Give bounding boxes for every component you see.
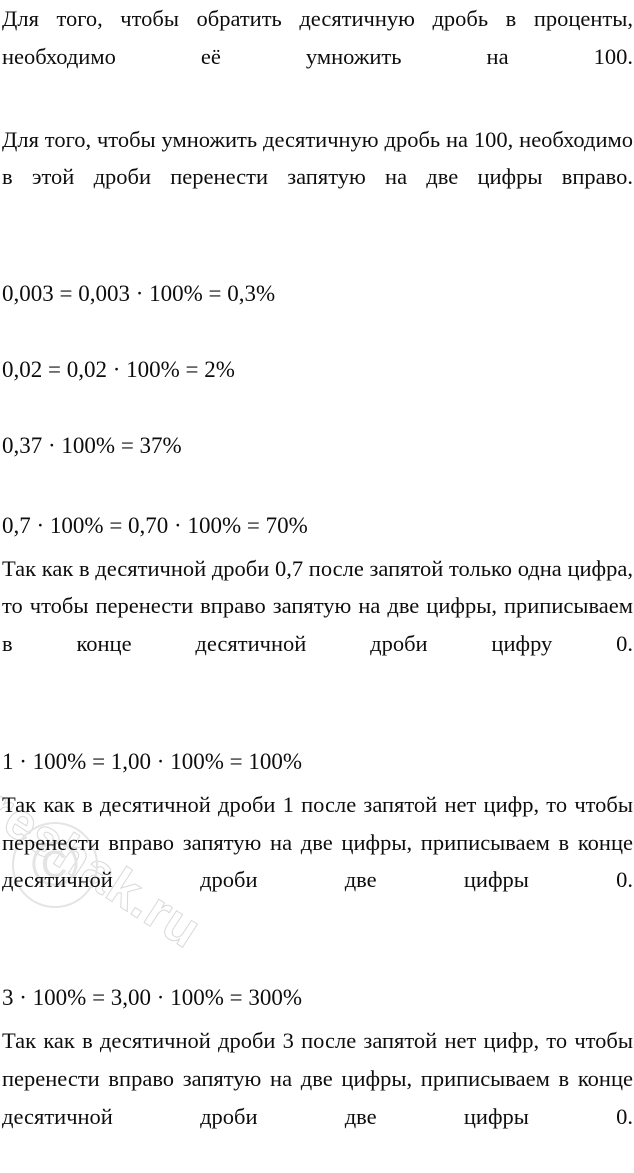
spacer bbox=[0, 462, 634, 510]
explanation-example-1: Так как в десятичной дроби 1 после запят… bbox=[2, 791, 633, 893]
formula-example-1: 1 · 100% = 1,00 · 100% = 100% bbox=[2, 748, 302, 774]
explanation-example-3: Так как в десятичной дроби 3 после запят… bbox=[2, 1028, 633, 1129]
intro-paragraph-2: Для того, чтобы умножить десятичную дроб… bbox=[2, 126, 633, 190]
explanation-example-07: Так как в десятичной дроби 0,7 после зап… bbox=[2, 555, 633, 656]
spacer bbox=[0, 700, 634, 746]
formula-example-3: 3 · 100% = 3,00 · 100% = 300% bbox=[2, 985, 302, 1011]
spacer bbox=[0, 386, 634, 430]
spacer bbox=[0, 542, 634, 550]
spacer bbox=[0, 778, 634, 786]
formula-example-0003: 0,003 = 0,003 · 100% = 0,3% bbox=[2, 280, 276, 306]
formula-example-037: 0,37 · 100% = 37% bbox=[2, 432, 182, 458]
spacer bbox=[0, 310, 634, 354]
spacer bbox=[0, 936, 634, 982]
spacer bbox=[0, 234, 634, 278]
spacer bbox=[0, 113, 634, 121]
spacer bbox=[0, 1014, 634, 1022]
document-page: reshak.ru © Для того, чтобы обратить дес… bbox=[0, 6, 633, 1129]
intro-paragraph-1: Для того, чтобы обратить десятичную дроб… bbox=[2, 6, 633, 69]
formula-example-002: 0,02 = 0,02 · 100% = 2% bbox=[2, 356, 235, 382]
formula-example-07: 0,7 · 100% = 0,70 · 100% = 70% bbox=[2, 512, 308, 538]
